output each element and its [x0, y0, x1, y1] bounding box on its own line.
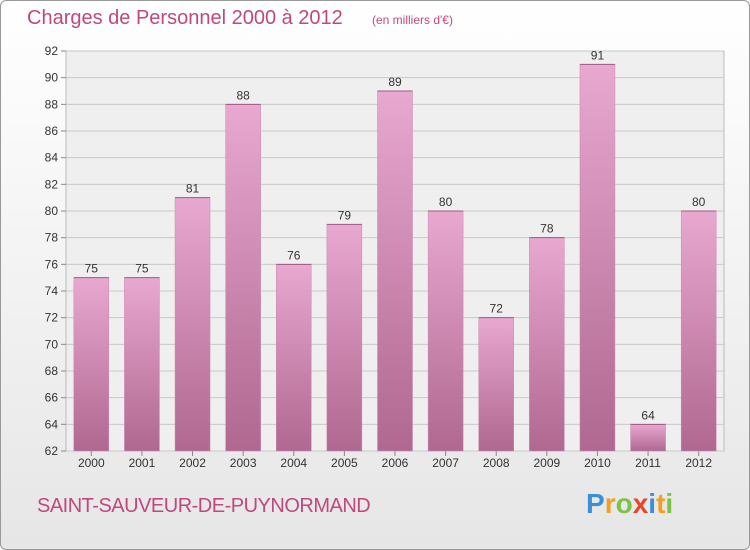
bar — [529, 237, 565, 452]
y-tick-label: 68 — [45, 364, 59, 378]
chart-subtitle: (en milliers d'€) — [372, 13, 453, 27]
x-tick-label: 2009 — [533, 456, 560, 470]
x-tick-label: 2003 — [230, 456, 257, 470]
bar — [326, 224, 363, 452]
y-tick-label: 62 — [45, 444, 59, 458]
bar — [630, 424, 666, 452]
y-tick-label: 70 — [45, 337, 59, 351]
logo-letter: i — [665, 488, 674, 519]
bar — [225, 104, 261, 452]
y-tick-label: 82 — [45, 177, 59, 191]
bar — [276, 264, 312, 452]
y-tick-label: 76 — [45, 257, 59, 271]
bar — [174, 197, 211, 452]
y-tick-label: 64 — [45, 417, 59, 431]
x-tick-label: 2005 — [331, 456, 358, 470]
city-name: SAINT-SAUVEUR-DE-PUYNORMAND — [37, 495, 371, 517]
bar — [427, 210, 464, 452]
x-tick-label: 2008 — [483, 456, 510, 470]
y-tick-label: 84 — [45, 151, 59, 165]
x-tick-label: 2002 — [179, 456, 206, 470]
bar — [478, 317, 514, 452]
bar — [680, 210, 717, 452]
y-tick-label: 78 — [45, 231, 59, 245]
data-label: 75 — [135, 262, 149, 276]
data-label: 81 — [186, 182, 200, 196]
x-tick-label: 2006 — [382, 456, 409, 470]
data-label: 72 — [490, 302, 504, 316]
x-tick-label: 2007 — [432, 456, 459, 470]
proxiti-logo: Proxiti — [586, 488, 673, 520]
x-tick-label: 2010 — [584, 456, 611, 470]
logo-letter: r — [604, 488, 616, 519]
logo-letter: i — [648, 488, 657, 519]
data-label: 80 — [692, 195, 706, 209]
x-tick-label: 2011 — [635, 456, 661, 470]
logo-letter: P — [586, 488, 605, 519]
data-label: 88 — [236, 88, 250, 102]
chart-title: Charges de Personnel 2000 à 2012 — [27, 7, 343, 29]
x-tick-label: 2001 — [129, 456, 156, 470]
data-label: 78 — [540, 222, 554, 236]
x-tick-label: 2004 — [280, 456, 307, 470]
data-label: 64 — [641, 408, 655, 422]
bar — [73, 277, 110, 452]
bar — [377, 90, 413, 452]
logo-letter: x — [632, 488, 649, 519]
y-tick-label: 90 — [45, 71, 59, 85]
y-tick-label: 86 — [45, 124, 59, 138]
bar — [579, 64, 616, 452]
y-tick-label: 88 — [45, 97, 59, 111]
data-label: 89 — [388, 75, 402, 89]
logo-letter: t — [656, 488, 666, 519]
y-tick-label: 72 — [45, 311, 59, 325]
x-tick-label: 2000 — [78, 456, 105, 470]
y-tick-label: 66 — [45, 391, 59, 405]
y-tick-label: 80 — [45, 204, 59, 218]
data-label: 80 — [439, 195, 453, 209]
y-tick-label: 92 — [45, 44, 59, 58]
x-tick-label: 2012 — [685, 456, 712, 470]
data-label: 79 — [338, 208, 352, 222]
logo-letter: o — [615, 488, 633, 519]
y-tick-label: 74 — [45, 284, 59, 298]
data-label: 91 — [591, 48, 605, 62]
data-label: 75 — [85, 262, 99, 276]
bar — [124, 277, 160, 452]
data-label: 76 — [287, 248, 301, 262]
